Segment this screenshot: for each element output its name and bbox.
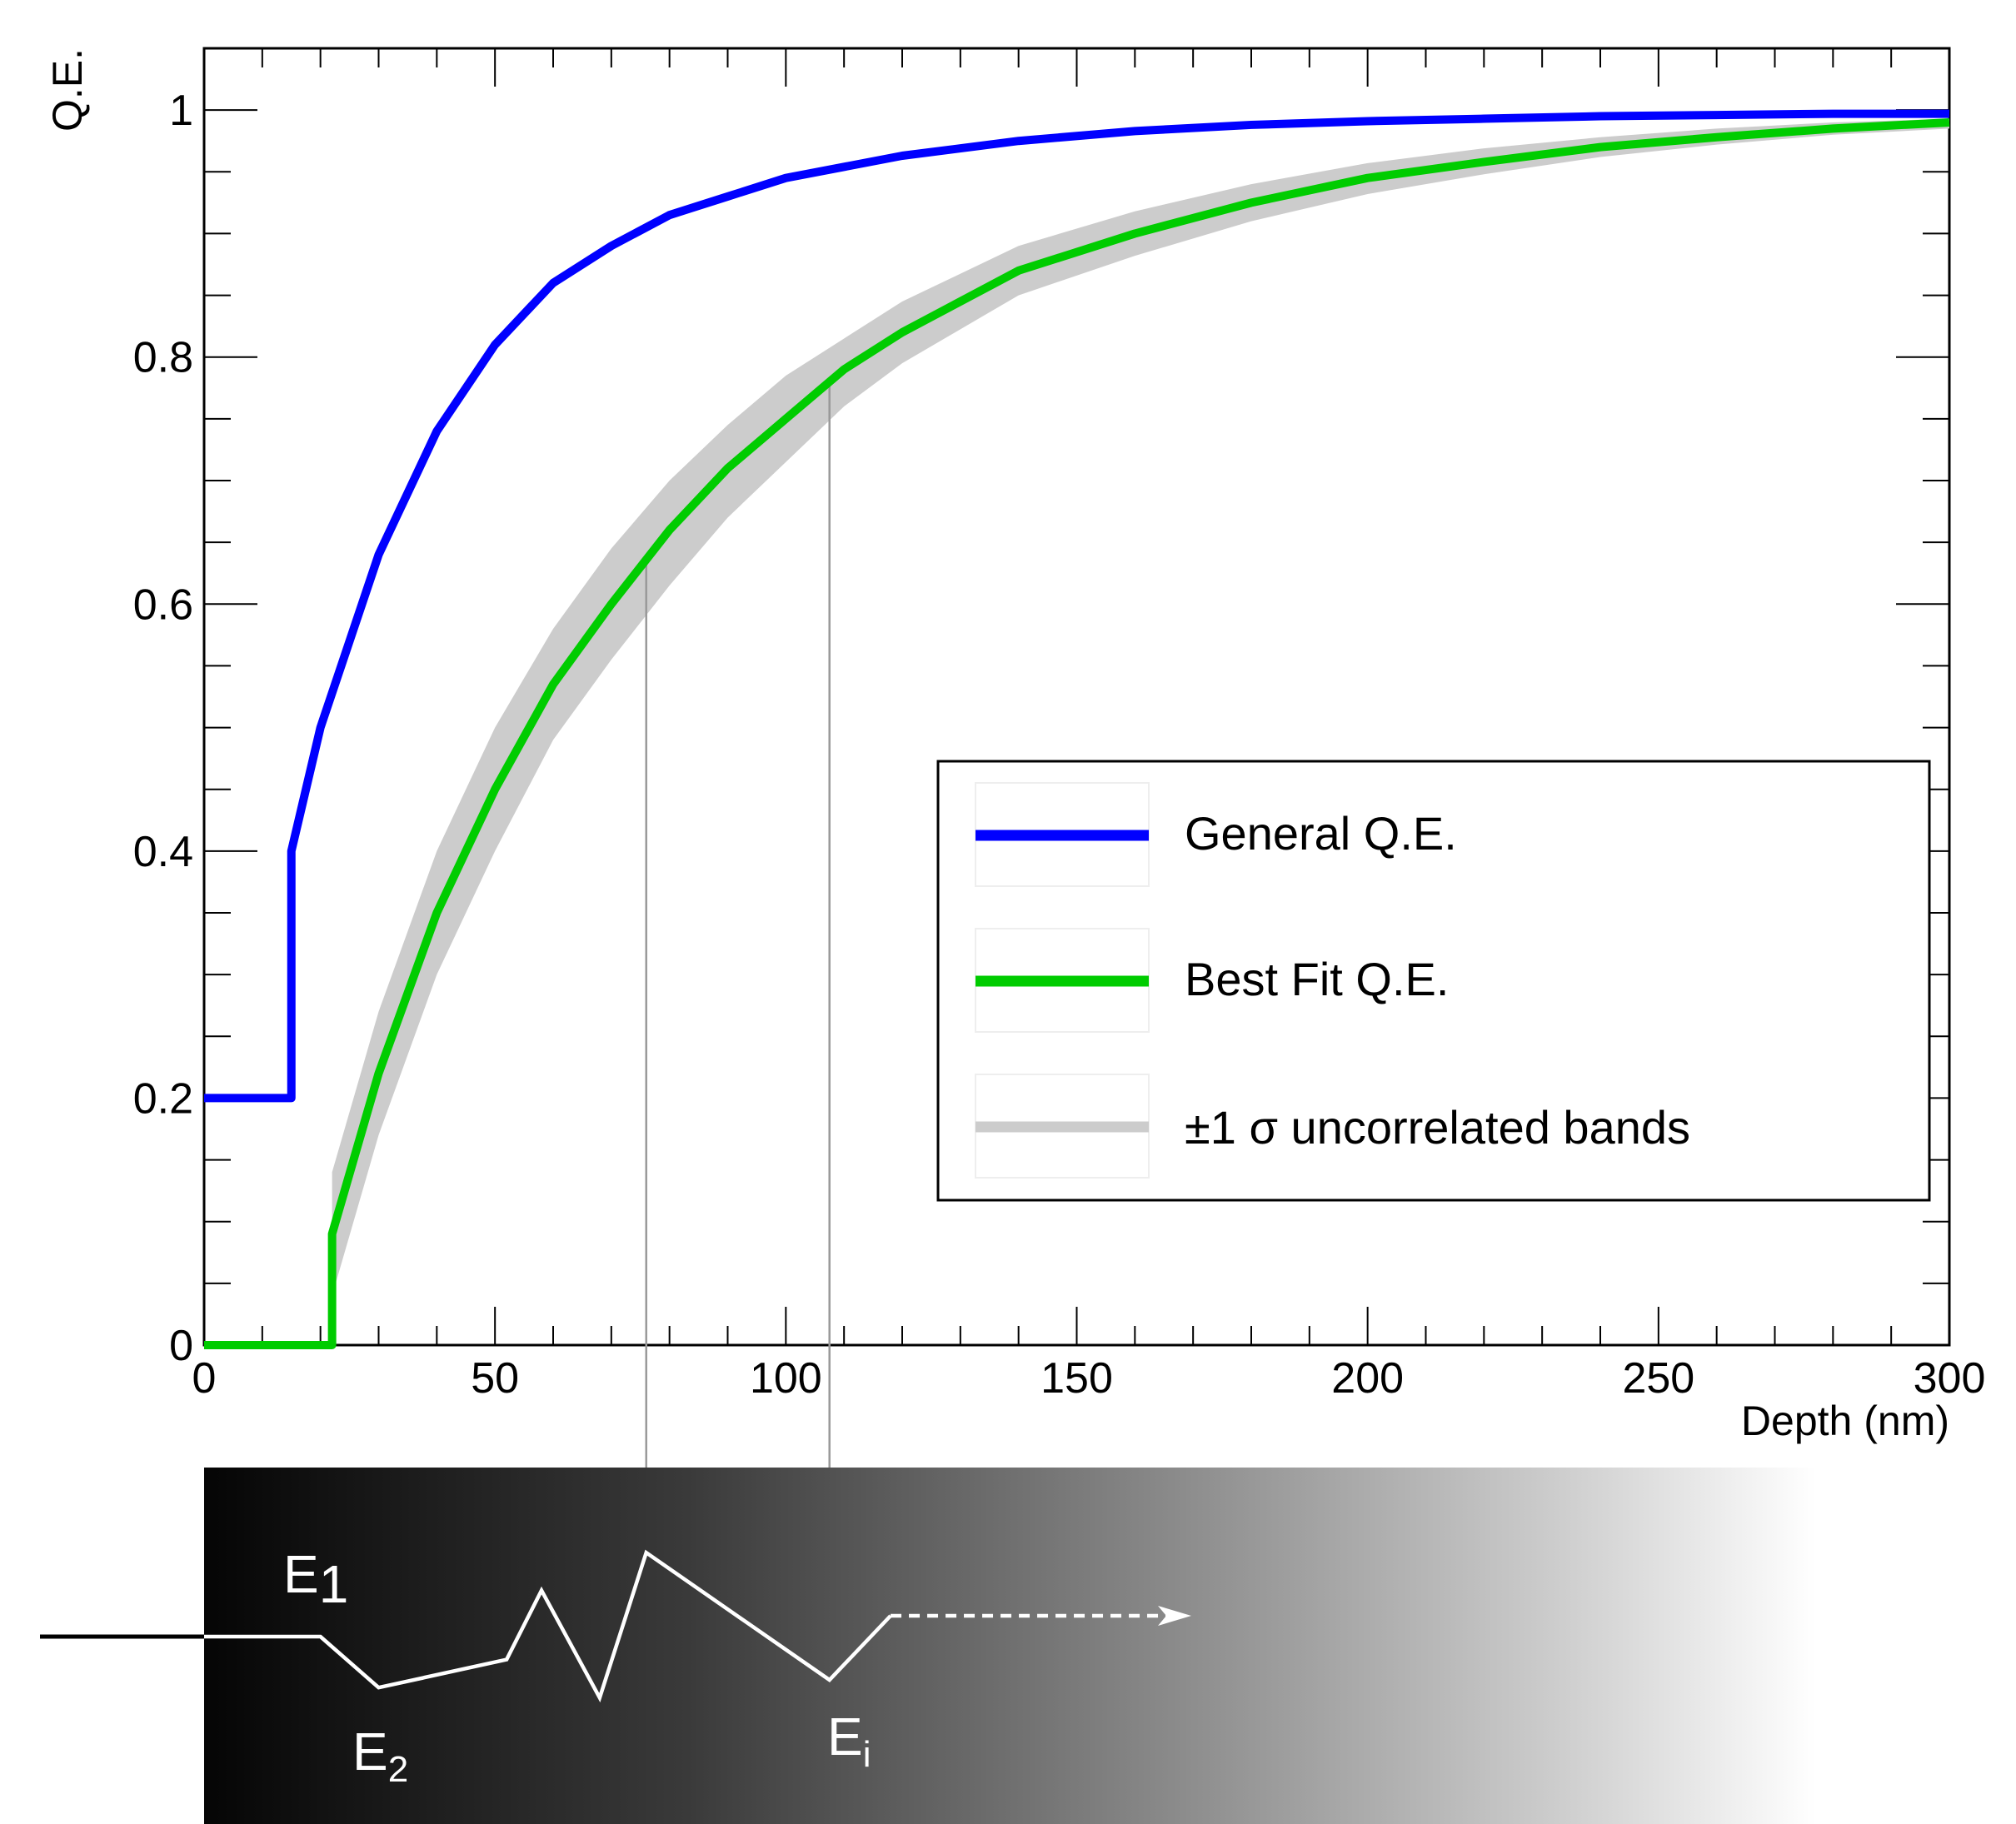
energy-label-e1: E1 [283,1544,348,1614]
legend-label-general: General Q.E. [1185,807,1457,860]
y-tick-label: 0.8 [133,334,193,382]
guide-lines [645,381,831,1574]
series-line-best-fit [204,117,1950,1349]
energy-label-e2: E2 [352,1722,408,1790]
x-tick-label: 50 [471,1354,519,1403]
y-tick-label: 0.6 [133,581,193,629]
y-tick-label: 0.2 [133,1074,193,1123]
series-layer [204,109,1950,1349]
x-tick-label: 200 [1331,1354,1404,1403]
x-tick-label: 250 [1622,1354,1694,1403]
x-tick-label: 100 [750,1354,822,1403]
legend: General Q.E. Best Fit Q.E. ±1 σ uncorrel… [936,760,1931,1202]
x-tick-label: 0 [192,1354,217,1403]
x-tick-label: 150 [1040,1354,1113,1403]
y-tick-label: 0.4 [133,828,193,876]
legend-label-best-fit: Best Fit Q.E. [1185,953,1449,1005]
energy-loss-path [204,1549,892,1703]
y-axis-label: Q.E. [44,48,91,132]
x-tick-label: 300 [1914,1354,1986,1403]
legend-label-band: ±1 σ uncorrelated bands [1185,1101,1690,1154]
escape-arrowhead [1158,1606,1191,1626]
energy-label-ei: Ei [827,1707,871,1775]
axis-ticks: 0 50 100 150 200 250 300 0 0.2 0.4 0.6 0.8 1 [133,47,1986,1403]
y-tick-label: 0 [169,1322,193,1370]
y-tick-label: 1 [169,87,193,135]
series-line-general [204,109,1949,1103]
x-axis-label: Depth (nm) [1741,1398,1949,1444]
depth-gradient-strip [204,1468,1816,1824]
